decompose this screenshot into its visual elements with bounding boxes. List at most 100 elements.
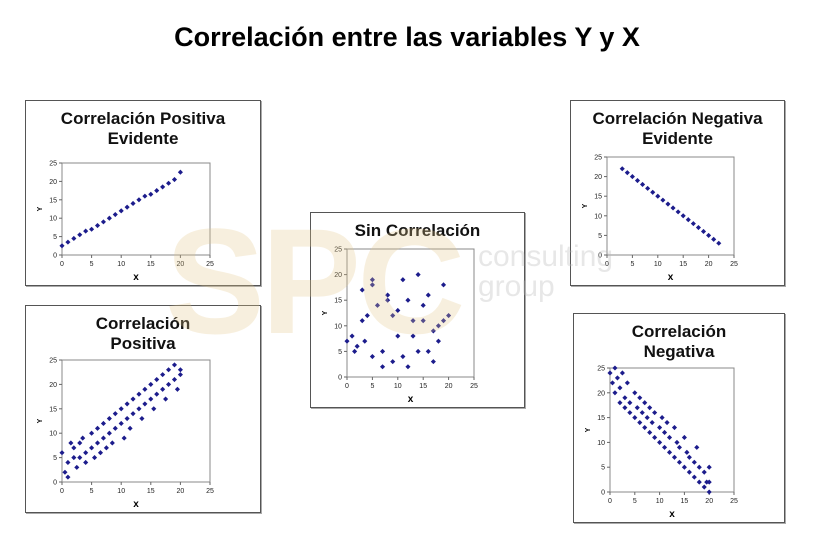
y-axis-label: Y bbox=[585, 427, 592, 432]
point bbox=[425, 292, 431, 298]
point bbox=[127, 425, 133, 431]
y-tick-label: 5 bbox=[53, 234, 57, 241]
point bbox=[68, 440, 74, 446]
plot-frame bbox=[346, 248, 475, 378]
point bbox=[177, 169, 183, 175]
chart: 0 5 10 15 20 25 0 5 10 15 20 25 x Y bbox=[37, 358, 214, 511]
point bbox=[607, 370, 613, 376]
point bbox=[112, 411, 118, 417]
x-tick-label: 5 bbox=[633, 498, 637, 505]
y-tick-label: 0 bbox=[53, 480, 57, 487]
point bbox=[385, 297, 391, 303]
point bbox=[420, 302, 426, 308]
point bbox=[622, 395, 628, 401]
y-tick-label: 0 bbox=[598, 253, 602, 260]
point bbox=[640, 181, 646, 187]
point bbox=[349, 333, 355, 339]
point bbox=[124, 416, 130, 422]
y-tick-label: 10 bbox=[49, 431, 57, 438]
plot-frame bbox=[61, 359, 211, 483]
y-tick-label: 15 bbox=[594, 194, 602, 201]
x-tick-label: 0 bbox=[60, 488, 64, 495]
point bbox=[118, 406, 124, 412]
x-tick-label: 25 bbox=[730, 261, 738, 268]
y-tick-label: 5 bbox=[598, 233, 602, 240]
chart-title: Sin Correlación bbox=[354, 221, 481, 240]
y-tick-label: 15 bbox=[49, 197, 57, 204]
x-tick-label: 10 bbox=[656, 498, 664, 505]
x-tick-label: 25 bbox=[730, 498, 738, 505]
point bbox=[435, 323, 441, 329]
x-tick-label: 5 bbox=[630, 261, 634, 268]
y-axis-label: Y bbox=[37, 418, 44, 423]
point bbox=[94, 440, 101, 446]
y-tick-label: 20 bbox=[49, 179, 57, 186]
x-tick-label: 20 bbox=[445, 383, 453, 390]
chart-panel: Correlación Negativa Evidente 0 5 10 15 20 25 0… bbox=[570, 100, 785, 286]
point bbox=[106, 430, 112, 436]
point bbox=[94, 223, 101, 229]
y-axis-label: Y bbox=[37, 206, 44, 211]
point bbox=[390, 359, 396, 365]
point bbox=[92, 455, 98, 461]
point bbox=[385, 292, 391, 298]
x-tick-label: 0 bbox=[605, 261, 609, 268]
slide-title: Correlación entre las variables Y y X bbox=[174, 22, 640, 52]
y-tick-label: 10 bbox=[594, 213, 602, 220]
point bbox=[676, 444, 682, 450]
x-tick-label: 5 bbox=[90, 261, 94, 268]
chart-title: Correlación Negativa Evidente bbox=[592, 109, 763, 148]
x-tick-label: 0 bbox=[60, 261, 64, 268]
x-tick-label: 5 bbox=[90, 488, 94, 495]
x-axis-label: x bbox=[668, 272, 674, 283]
x-tick-label: 10 bbox=[394, 383, 402, 390]
chart: 0 5 10 15 20 25 0 5 10 15 20 25 x Y bbox=[322, 247, 478, 406]
y-tick-label: 0 bbox=[601, 490, 605, 497]
x-tick-label: 15 bbox=[419, 383, 427, 390]
point bbox=[65, 239, 71, 245]
x-tick-label: 15 bbox=[147, 488, 155, 495]
point bbox=[74, 464, 80, 470]
point bbox=[124, 401, 130, 407]
chart: 0 5 10 15 20 25 0 5 10 15 20 25 x Y bbox=[582, 155, 738, 284]
y-tick-label: 5 bbox=[53, 455, 57, 462]
point bbox=[100, 435, 106, 441]
point bbox=[124, 204, 130, 210]
x-tick-label: 5 bbox=[370, 383, 374, 390]
point bbox=[657, 424, 663, 431]
point bbox=[684, 449, 690, 455]
y-tick-label: 10 bbox=[597, 440, 605, 447]
x-tick-label: 20 bbox=[177, 488, 185, 495]
point bbox=[89, 226, 95, 232]
y-tick-label: 0 bbox=[338, 375, 342, 382]
point bbox=[706, 464, 712, 470]
x-tick-label: 15 bbox=[679, 261, 687, 268]
chart: 0 5 10 15 20 25 0 5 10 15 20 25 x Y bbox=[585, 365, 738, 520]
x-tick-label: 25 bbox=[206, 488, 214, 495]
point bbox=[136, 406, 142, 412]
point bbox=[410, 333, 416, 339]
point bbox=[405, 364, 411, 370]
point bbox=[142, 193, 148, 199]
chart-panel: Correlación Negativa 0 5 10 15 20 25 0 5 10 15 20 25… bbox=[573, 313, 785, 523]
plot-frame bbox=[61, 162, 211, 256]
point bbox=[359, 318, 365, 324]
chart-title: Correlación Positiva bbox=[95, 314, 191, 353]
x-axis-label: x bbox=[133, 499, 139, 510]
point bbox=[681, 464, 687, 470]
point bbox=[622, 405, 628, 411]
x-tick-label: 20 bbox=[705, 498, 713, 505]
y-tick-label: 15 bbox=[597, 415, 605, 422]
point bbox=[395, 307, 401, 313]
y-tick-label: 20 bbox=[594, 174, 602, 181]
chart-title: Correlación Positiva Evidente bbox=[60, 109, 226, 148]
point bbox=[430, 359, 436, 365]
y-axis-label: Y bbox=[322, 310, 329, 315]
y-tick-label: 25 bbox=[597, 366, 605, 373]
point bbox=[395, 333, 401, 339]
y-tick-label: 5 bbox=[338, 349, 342, 356]
chart-panel: Correlación Positiva 0 5 10 15 20 25 0 5 10 15 20 25… bbox=[25, 305, 261, 513]
point bbox=[627, 410, 633, 416]
chart-panel: Sin Correlación 0 5 10 15 20 25 0 5 10 15 20 25 x Y bbox=[310, 212, 525, 408]
